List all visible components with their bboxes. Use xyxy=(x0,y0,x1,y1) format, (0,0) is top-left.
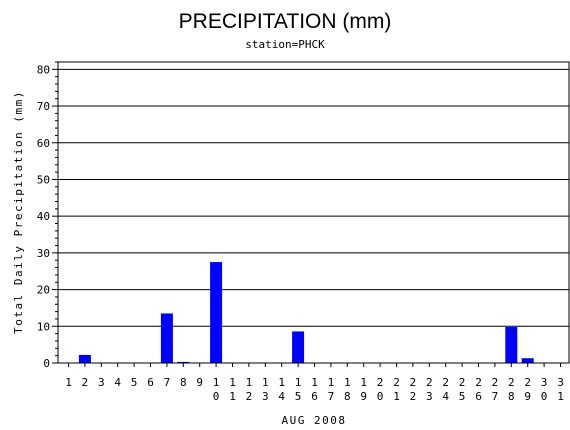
x-axis-label: AUG 2008 xyxy=(282,414,347,427)
bar xyxy=(521,358,534,363)
gridlines xyxy=(58,68,569,327)
x-tick-label: 2 xyxy=(82,376,89,389)
bar xyxy=(505,327,518,363)
x-tick-label: 1 xyxy=(229,390,236,403)
y-tick-label: 50 xyxy=(37,173,50,186)
x-tick-label: 1 xyxy=(246,376,253,389)
x-tick-label: 2 xyxy=(410,376,417,389)
x-tick-label: 1 xyxy=(393,390,400,403)
x-tick-label: 0 xyxy=(377,390,384,403)
x-tick-label: 5 xyxy=(459,390,466,403)
x-tick-label: 8 xyxy=(344,390,351,403)
x-tick-label: 5 xyxy=(131,376,138,389)
chart-title: PRECIPITATION (mm) xyxy=(179,10,392,33)
x-tick-label: 8 xyxy=(508,390,515,403)
x-tick-label: 1 xyxy=(311,376,318,389)
bar xyxy=(292,331,305,363)
x-tick-label: 1 xyxy=(328,376,335,389)
x-tick-label: 0 xyxy=(213,390,220,403)
bar xyxy=(177,361,190,363)
x-tick-label: 9 xyxy=(360,390,367,403)
x-tick-label: 1 xyxy=(344,376,351,389)
x-tick-label: 1 xyxy=(229,376,236,389)
plot-frame xyxy=(57,61,570,364)
x-tick-label: 1 xyxy=(557,390,564,403)
x-axis: 1 2 3 4 5 6 7 8 9 1011121314151617181920212223242… xyxy=(65,363,564,403)
x-tick-label: 9 xyxy=(196,376,203,389)
x-tick-label: 3 xyxy=(557,376,564,389)
x-tick-label: 2 xyxy=(508,376,515,389)
x-tick-label: 2 xyxy=(459,376,466,389)
y-axis: 0 10 20 30 40 50 60 70 80 xyxy=(37,61,58,370)
y-tick-label: 10 xyxy=(37,320,50,333)
x-tick-label: 3 xyxy=(426,390,433,403)
x-tick-label: 2 xyxy=(377,376,384,389)
y-tick-label: 70 xyxy=(37,100,50,113)
x-tick-label: 1 xyxy=(360,376,367,389)
x-tick-label: 0 xyxy=(541,390,548,403)
x-tick-label: 4 xyxy=(442,390,449,403)
x-tick-label: 2 xyxy=(426,376,433,389)
x-tick-label: 3 xyxy=(262,390,269,403)
x-tick-label: 6 xyxy=(311,390,318,403)
x-tick-label: 7 xyxy=(492,390,499,403)
x-tick-label: 7 xyxy=(328,390,335,403)
x-tick-label: 1 xyxy=(262,376,269,389)
x-tick-label: 2 xyxy=(410,390,417,403)
x-tick-label: 1 xyxy=(213,376,220,389)
x-tick-label: 2 xyxy=(246,390,253,403)
y-tick-label: 80 xyxy=(37,63,50,76)
x-tick-label: 2 xyxy=(442,376,449,389)
x-tick-label: 1 xyxy=(65,376,72,389)
bars xyxy=(78,262,534,363)
bar xyxy=(78,354,91,363)
bar xyxy=(210,262,223,363)
y-tick-label: 0 xyxy=(43,357,50,370)
y-axis-label: Total Daily Precipitation (mm) xyxy=(12,90,25,334)
x-tick-label: 6 xyxy=(475,390,482,403)
bar xyxy=(160,313,173,363)
x-tick-label: 9 xyxy=(524,390,531,403)
y-tick-label: 30 xyxy=(37,247,50,260)
x-tick-label: 4 xyxy=(114,376,121,389)
x-tick-label: 3 xyxy=(98,376,105,389)
x-tick-label: 3 xyxy=(541,376,548,389)
x-tick-label: 7 xyxy=(164,376,171,389)
x-tick-label: 5 xyxy=(295,390,302,403)
chart-subtitle: station=PHCK xyxy=(245,38,325,51)
x-tick-label: 4 xyxy=(278,390,285,403)
x-tick-label: 8 xyxy=(180,376,187,389)
x-tick-label: 2 xyxy=(492,376,499,389)
x-tick-label: 2 xyxy=(393,376,400,389)
x-tick-label: 6 xyxy=(147,376,154,389)
y-tick-label: 20 xyxy=(37,284,50,297)
x-tick-label: 2 xyxy=(524,376,531,389)
x-tick-label: 1 xyxy=(295,376,302,389)
x-tick-label: 1 xyxy=(278,376,285,389)
y-tick-label: 60 xyxy=(37,137,50,150)
x-tick-label: 2 xyxy=(475,376,482,389)
y-tick-label: 40 xyxy=(37,210,50,223)
